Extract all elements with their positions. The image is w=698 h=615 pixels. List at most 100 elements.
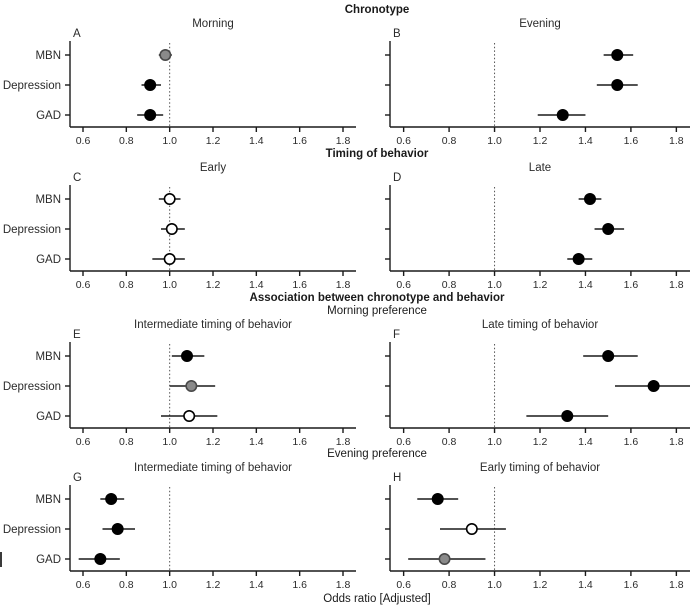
x-tick-label: 1.2 — [206, 279, 221, 291]
x-tick-label: 1.0 — [487, 579, 502, 591]
panel-row-timing-of-behavior: Early C 0.6 0.8 1.0 1.2 1.4 1.6 1.8 MBN Depression… — [0, 161, 698, 291]
panel-f-late-timing-forest: Late timing of behavior F 0.6 0.8 1.0 1.2 1.4 1… — [385, 319, 690, 448]
panel-title: Evening — [519, 18, 561, 30]
category-label: MBN — [35, 351, 61, 363]
or-marker-open — [465, 522, 478, 535]
x-tick-label: 1.8 — [669, 135, 684, 147]
x-tick-label: 1.6 — [292, 436, 307, 448]
x-tick-label: 0.6 — [396, 436, 411, 448]
x-tick-label: 1.4 — [249, 436, 264, 448]
or-marker-black — [572, 253, 585, 266]
panel-title: Morning — [192, 18, 234, 30]
x-tick-label: 1.2 — [533, 579, 548, 591]
section-header-association: Association between chronotype and behav… — [249, 292, 505, 304]
x-tick-label: 0.6 — [396, 135, 411, 147]
section-header-chronotype: Chronotype — [344, 4, 410, 16]
or-marker-black — [584, 192, 597, 205]
x-tick-label: 0.8 — [119, 579, 134, 591]
or-marker-gray — [159, 48, 172, 61]
x-tick-label: 1.6 — [292, 279, 307, 291]
x-tick-label: 1.6 — [292, 579, 307, 591]
panel-letter: A — [73, 28, 81, 40]
category-label: GAD — [36, 411, 61, 423]
panel-title: Early timing of behavior — [480, 462, 600, 474]
panel-e-intermediate-timing-forest: Intermediate timing of behavior E 0.6 0.8 1.… — [3, 319, 356, 448]
or-marker-black — [647, 379, 660, 392]
x-tick-label: 0.6 — [76, 579, 91, 591]
x-tick-label: 1.2 — [533, 279, 548, 291]
category-label: GAD — [36, 554, 61, 566]
x-tick-label: 1.2 — [206, 436, 221, 448]
x-tick-label: 1.2 — [206, 135, 221, 147]
x-tick-label: 1.2 — [533, 436, 548, 448]
subsection-header-morning-preference: Morning preference — [327, 305, 427, 317]
x-tick-label: 1.4 — [249, 579, 264, 591]
category-label: MBN — [35, 194, 61, 206]
or-marker-black — [556, 109, 569, 122]
x-tick-label: 1.8 — [336, 279, 351, 291]
x-tick-label: 1.4 — [578, 135, 593, 147]
panel-letter: F — [393, 329, 400, 341]
category-label: Depression — [3, 224, 61, 236]
x-tick-label: 1.0 — [487, 135, 502, 147]
x-tick-label: 0.6 — [396, 279, 411, 291]
panel-title: Late timing of behavior — [482, 319, 599, 331]
x-tick-label: 1.0 — [162, 279, 177, 291]
category-label: GAD — [36, 110, 61, 122]
category-label: GAD — [36, 254, 61, 266]
panel-title: Intermediate timing of behavior — [134, 319, 292, 331]
x-tick-label: 1.6 — [292, 135, 307, 147]
x-tick-label: 0.6 — [396, 579, 411, 591]
x-tick-label: 1.6 — [624, 279, 639, 291]
category-label: MBN — [35, 50, 61, 62]
or-marker-open — [163, 192, 176, 205]
panel-letter: D — [393, 172, 401, 184]
x-tick-label: 1.0 — [162, 436, 177, 448]
clipped-character-artifact — [0, 552, 2, 567]
panel-d-late-forest: Late D 0.6 0.8 1.0 1.2 1.4 1.6 1.8 — [385, 162, 690, 291]
x-tick-label: 0.6 — [76, 279, 91, 291]
x-tick-label: 1.0 — [162, 135, 177, 147]
x-tick-label: 1.6 — [624, 135, 639, 147]
or-marker-black — [144, 109, 157, 122]
x-tick-label: 0.8 — [119, 135, 134, 147]
panel-g-intermediate-timing-forest: Intermediate timing of behavior G 0.6 0.8 1.… — [3, 462, 356, 591]
x-tick-label: 1.8 — [336, 579, 351, 591]
or-marker-black — [431, 492, 444, 505]
or-marker-gray — [438, 553, 451, 566]
x-tick-label: 1.8 — [336, 436, 351, 448]
or-marker-gray — [185, 379, 198, 392]
x-tick-label: 1.4 — [249, 135, 264, 147]
or-marker-black — [611, 48, 624, 61]
x-tick-label: 0.8 — [442, 135, 457, 147]
or-marker-black — [602, 349, 615, 362]
panel-h-early-timing-forest: Early timing of behavior H 0.6 0.8 1.0 1.2 1.4… — [385, 462, 690, 591]
panel-letter: B — [393, 28, 401, 40]
or-marker-open — [163, 253, 176, 266]
x-tick-label: 1.0 — [162, 579, 177, 591]
or-marker-black — [94, 553, 107, 566]
x-tick-label: 1.0 — [487, 436, 502, 448]
x-tick-label: 0.8 — [119, 279, 134, 291]
or-marker-black — [105, 492, 118, 505]
x-tick-label: 1.2 — [533, 135, 548, 147]
x-tick-label: 0.6 — [76, 436, 91, 448]
or-marker-black — [111, 522, 124, 535]
panel-a-morning-forest: Morning A 0.6 0.8 1.0 1.2 1.4 1.6 1.8 MBN Depressi… — [3, 18, 356, 147]
category-label: Depression — [3, 381, 61, 393]
or-marker-black — [611, 78, 624, 91]
or-marker-black — [181, 349, 194, 362]
category-label: MBN — [35, 494, 61, 506]
x-tick-label: 1.4 — [578, 579, 593, 591]
x-tick-label: 0.8 — [442, 579, 457, 591]
x-tick-label: 0.6 — [76, 135, 91, 147]
panel-row-morning-preference: Intermediate timing of behavior E 0.6 0.8 1.… — [0, 318, 698, 448]
panel-row-chronotype: Morning A 0.6 0.8 1.0 1.2 1.4 1.6 1.8 MBN Depressi… — [0, 17, 698, 147]
x-axis-label: Odds ratio [Adjusted] — [323, 593, 431, 605]
x-tick-label: 1.2 — [206, 579, 221, 591]
or-marker-black — [561, 410, 574, 423]
x-tick-label: 0.8 — [442, 279, 457, 291]
panel-letter: G — [73, 472, 82, 484]
x-tick-label: 1.8 — [669, 436, 684, 448]
x-tick-label: 1.8 — [336, 135, 351, 147]
